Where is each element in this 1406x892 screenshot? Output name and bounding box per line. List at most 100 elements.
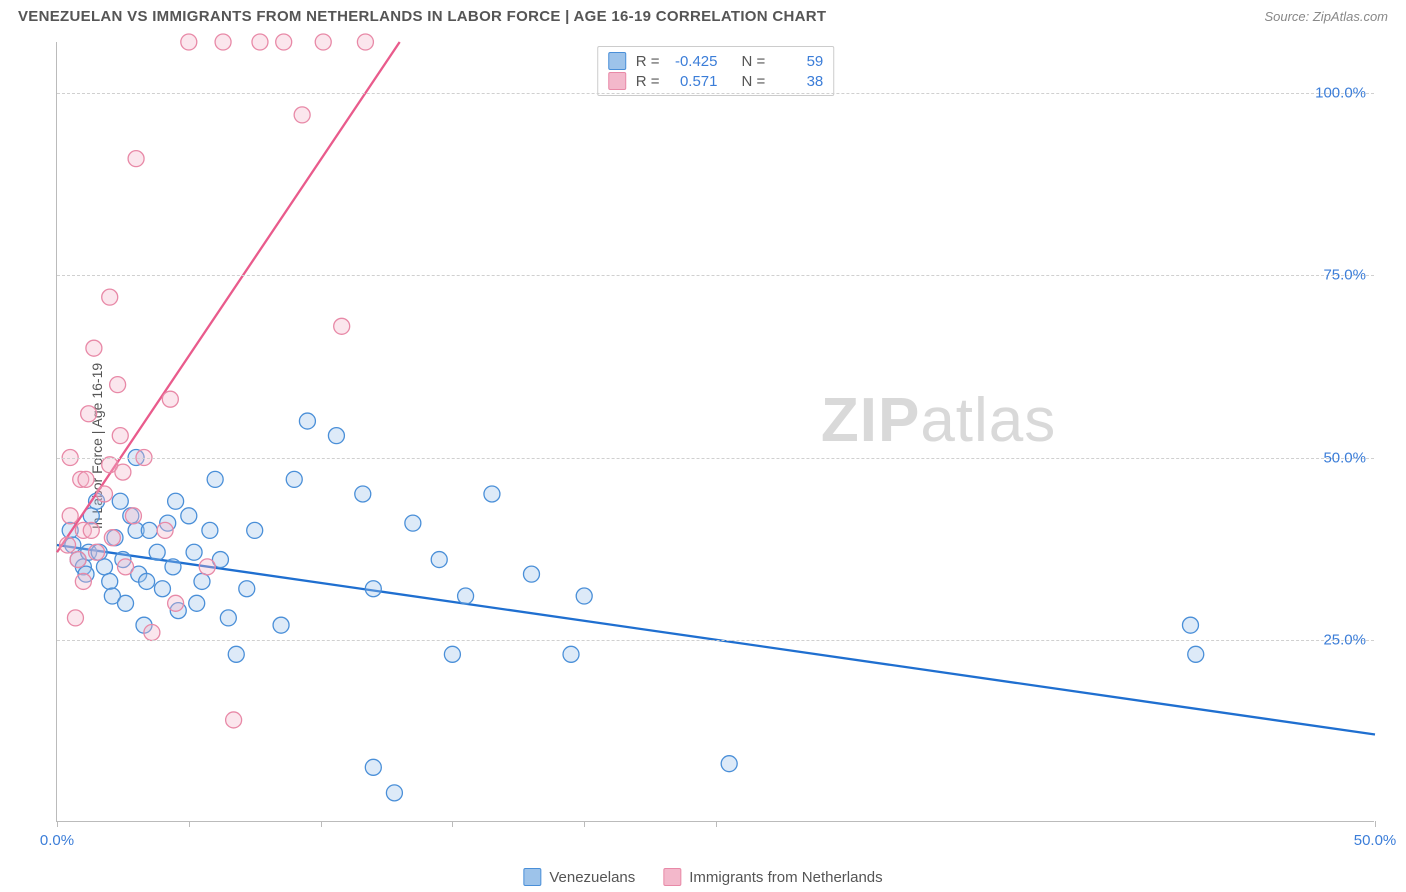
x-tick [716, 821, 717, 827]
x-tick [1375, 821, 1376, 827]
stats-r-value: 0.571 [670, 73, 718, 90]
data-point-venezuelans [239, 581, 255, 597]
data-point-netherlands [276, 34, 292, 50]
data-point-netherlands [181, 34, 197, 50]
data-point-venezuelans [273, 617, 289, 633]
stats-swatch [608, 72, 626, 90]
legend-bottom: Venezuelans Immigrants from Netherlands [523, 868, 882, 886]
stats-swatch [608, 52, 626, 70]
x-tick [452, 821, 453, 827]
data-point-netherlands [96, 486, 112, 502]
data-point-venezuelans [139, 573, 155, 589]
data-point-venezuelans [220, 610, 236, 626]
y-tick-label: 50.0% [1323, 449, 1366, 466]
data-point-netherlands [357, 34, 373, 50]
data-point-netherlands [168, 595, 184, 611]
x-tick [584, 821, 585, 827]
data-point-venezuelans [181, 508, 197, 524]
stats-n-label: N = [742, 53, 766, 70]
data-point-venezuelans [1188, 646, 1204, 662]
y-tick-label: 25.0% [1323, 631, 1366, 648]
stats-r-label: R = [636, 73, 660, 90]
data-point-venezuelans [189, 595, 205, 611]
data-point-venezuelans [228, 646, 244, 662]
data-point-venezuelans [154, 581, 170, 597]
data-point-venezuelans [96, 559, 112, 575]
data-point-netherlands [60, 537, 76, 553]
data-point-netherlands [81, 406, 97, 422]
data-point-venezuelans [365, 759, 381, 775]
data-point-netherlands [144, 624, 160, 640]
data-point-netherlands [162, 391, 178, 407]
data-point-venezuelans [102, 573, 118, 589]
x-tick-label: 50.0% [1354, 832, 1397, 849]
data-point-netherlands [78, 471, 94, 487]
x-tick [57, 821, 58, 827]
data-point-netherlands [226, 712, 242, 728]
data-point-netherlands [67, 610, 83, 626]
stats-n-label: N = [742, 73, 766, 90]
data-point-netherlands [102, 289, 118, 305]
x-tick [189, 821, 190, 827]
gridline-h [57, 640, 1374, 641]
plot-area: ZIPatlas R =-0.425N =59R =0.571N =38 25.… [56, 42, 1374, 822]
data-point-venezuelans [286, 471, 302, 487]
stats-row: R =-0.425N =59 [608, 51, 824, 71]
data-point-venezuelans [247, 522, 263, 538]
data-point-venezuelans [576, 588, 592, 604]
data-point-venezuelans [431, 552, 447, 568]
legend-label: Venezuelans [549, 869, 635, 886]
data-point-netherlands [215, 34, 231, 50]
data-point-venezuelans [405, 515, 421, 531]
gridline-h [57, 458, 1374, 459]
data-point-venezuelans [194, 573, 210, 589]
data-point-netherlands [70, 552, 86, 568]
correlation-stats-box: R =-0.425N =59R =0.571N =38 [597, 46, 835, 96]
data-point-netherlands [252, 34, 268, 50]
legend-swatch [663, 868, 681, 886]
stats-r-label: R = [636, 53, 660, 70]
data-point-netherlands [334, 318, 350, 334]
data-point-netherlands [89, 544, 105, 560]
data-point-netherlands [86, 340, 102, 356]
data-point-venezuelans [168, 493, 184, 509]
legend-swatch [523, 868, 541, 886]
data-point-netherlands [83, 522, 99, 538]
data-point-venezuelans [355, 486, 371, 502]
data-point-venezuelans [299, 413, 315, 429]
gridline-h [57, 93, 1374, 94]
data-point-venezuelans [149, 544, 165, 560]
scatter-svg [57, 42, 1375, 822]
stats-row: R = 0.571 N = 38 [608, 71, 824, 91]
data-point-venezuelans [112, 493, 128, 509]
data-point-venezuelans [523, 566, 539, 582]
source-attribution: Source: ZipAtlas.com [1264, 9, 1388, 24]
data-point-venezuelans [563, 646, 579, 662]
data-point-netherlands [115, 464, 131, 480]
data-point-netherlands [125, 508, 141, 524]
stats-n-value: 59 [775, 53, 823, 70]
legend-item: Venezuelans [523, 868, 635, 886]
data-point-venezuelans [141, 522, 157, 538]
data-point-netherlands [75, 573, 91, 589]
legend-label: Immigrants from Netherlands [689, 869, 882, 886]
stats-n-value: 38 [775, 73, 823, 90]
x-tick-label: 0.0% [40, 832, 74, 849]
data-point-netherlands [118, 559, 134, 575]
data-point-netherlands [157, 522, 173, 538]
header: VENEZUELAN VS IMMIGRANTS FROM NETHERLAND… [0, 0, 1406, 29]
y-tick-label: 100.0% [1315, 85, 1366, 102]
legend-item: Immigrants from Netherlands [663, 868, 882, 886]
data-point-venezuelans [444, 646, 460, 662]
data-point-netherlands [128, 151, 144, 167]
data-point-netherlands [294, 107, 310, 123]
data-point-netherlands [104, 530, 120, 546]
data-point-netherlands [199, 559, 215, 575]
data-point-netherlands [315, 34, 331, 50]
data-point-venezuelans [202, 522, 218, 538]
data-point-venezuelans [186, 544, 202, 560]
data-point-venezuelans [458, 588, 474, 604]
data-point-venezuelans [386, 785, 402, 801]
data-point-venezuelans [207, 471, 223, 487]
data-point-netherlands [112, 428, 128, 444]
